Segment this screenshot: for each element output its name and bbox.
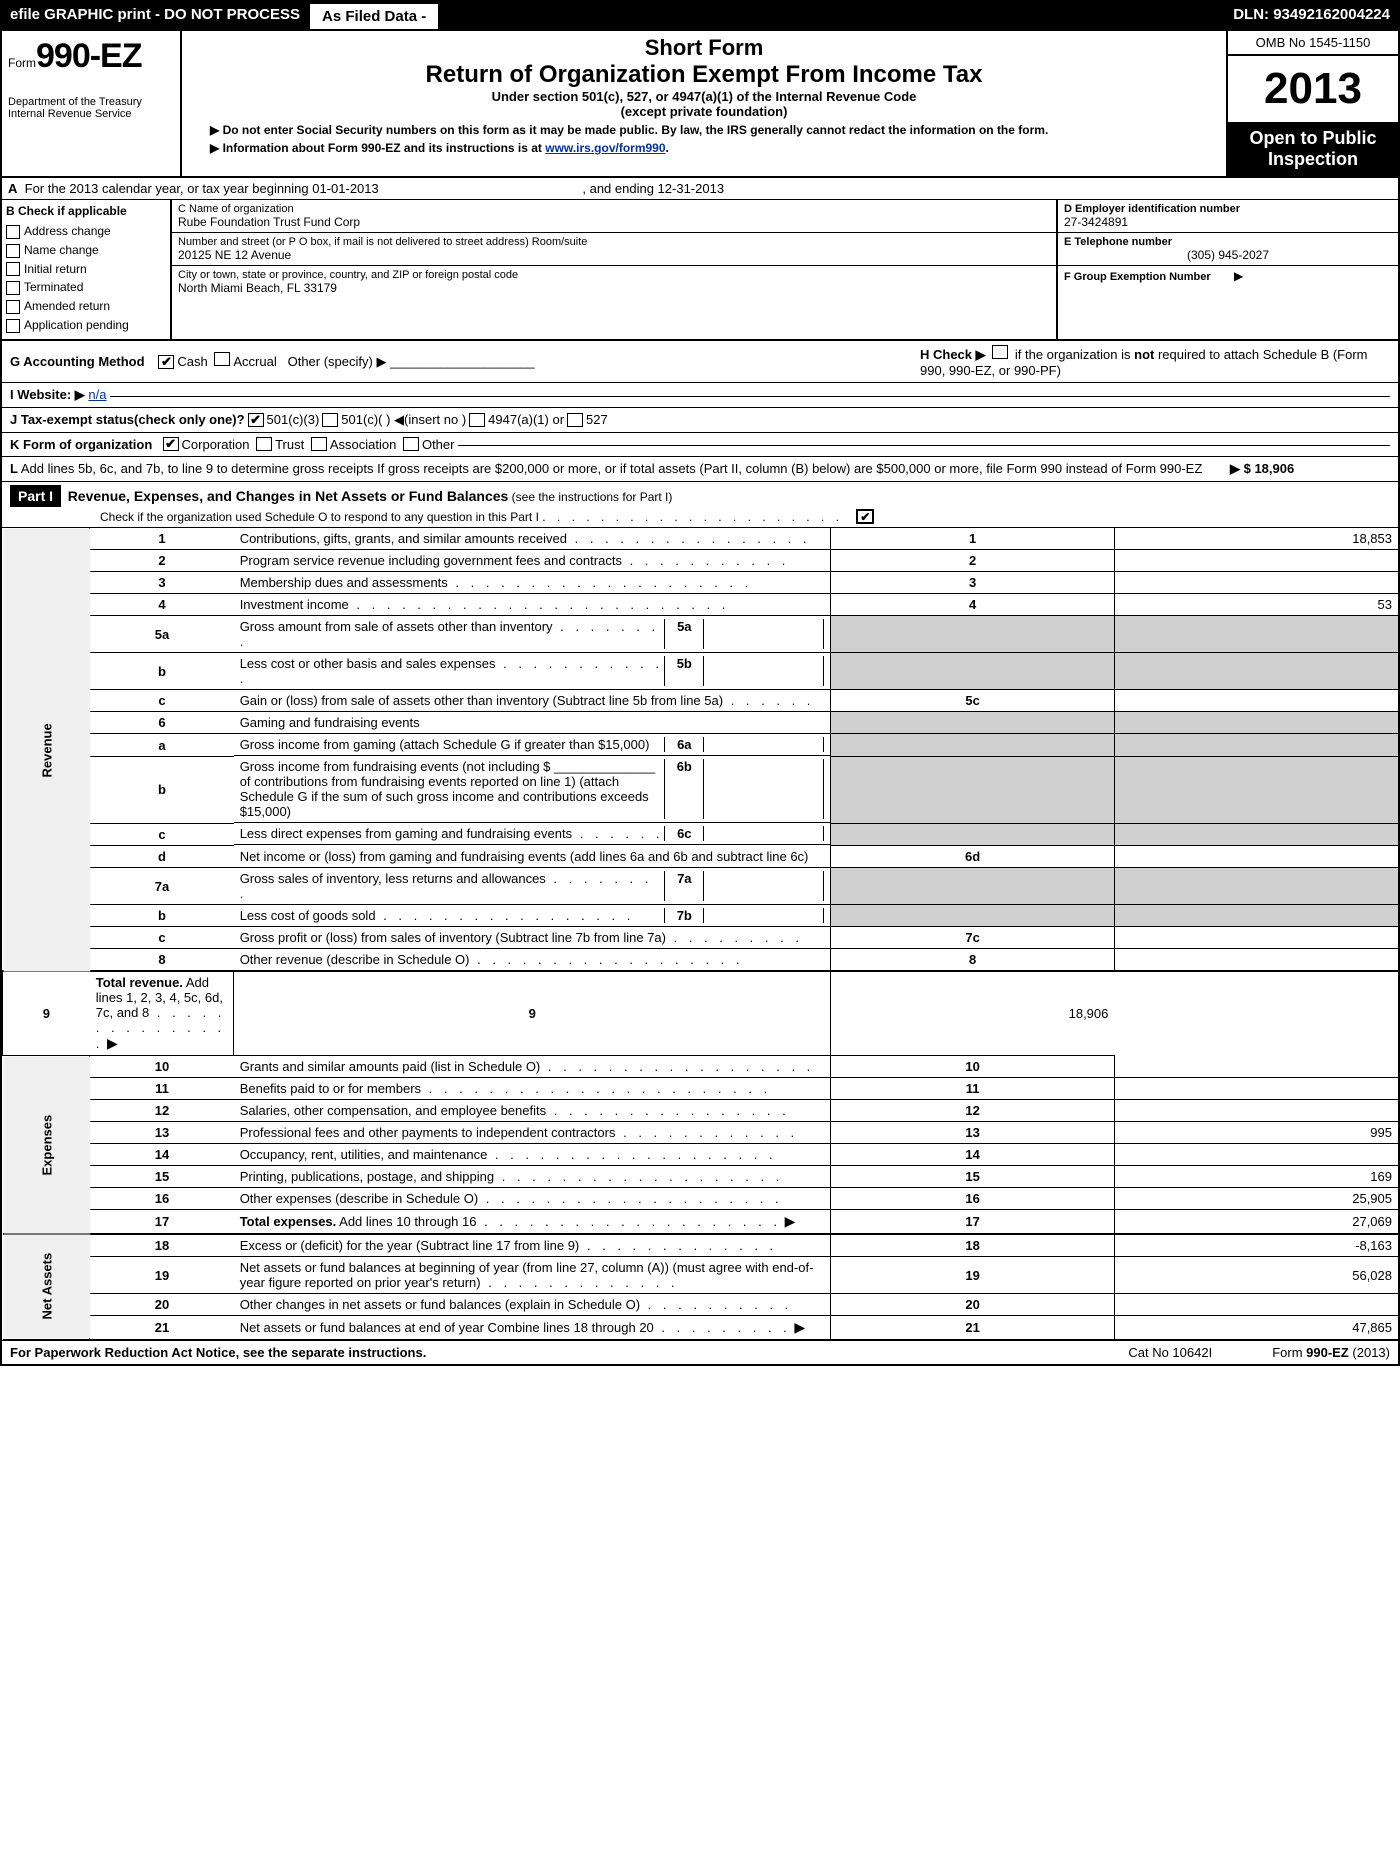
line-k: K Form of organization ✔Corporation Trus… [2, 433, 1398, 457]
form-990ez-page: efile GRAPHIC print - DO NOT PROCESS As … [0, 0, 1400, 1366]
chk-527[interactable] [567, 413, 583, 427]
ein-cell: D Employer identification number 27-3424… [1058, 200, 1398, 233]
chk-pending[interactable]: Application pending [6, 316, 166, 335]
line-g-h: G Accounting Method ✔Cash Accrual Other … [2, 341, 1398, 383]
tax-year: 2013 [1228, 56, 1398, 122]
chk-corp[interactable]: ✔ [163, 437, 179, 451]
footer-form: Form 990-EZ (2013) [1272, 1345, 1390, 1360]
line-i: I Website: ▶ n/a [2, 383, 1398, 408]
irs-link[interactable]: www.irs.gov/form990 [545, 141, 665, 155]
chk-cash[interactable]: ✔ [158, 355, 174, 369]
subtitle1: Under section 501(c), 527, or 4947(a)(1)… [190, 89, 1218, 104]
dept-irs: Internal Revenue Service [8, 108, 174, 120]
chk-terminated[interactable]: Terminated [6, 278, 166, 297]
chk-address-change[interactable]: Address change [6, 222, 166, 241]
line-l: L Add lines 5b, 6c, and 7b, to line 9 to… [2, 457, 1398, 482]
footer-left: For Paperwork Reduction Act Notice, see … [10, 1345, 426, 1360]
val-line9: 18,906 [831, 971, 1115, 1056]
chk-name-change[interactable]: Name change [6, 241, 166, 260]
chk-schedule-b[interactable] [992, 345, 1008, 359]
line-j: J Tax-exempt status(check only one)? ✔50… [2, 408, 1398, 433]
header-right: OMB No 1545-1150 2013 Open to Public Ins… [1228, 31, 1398, 176]
form-prefix: Form [8, 56, 36, 70]
group-cell: F Group Exemption Number ▶ [1058, 266, 1398, 286]
website-link[interactable]: n/a [88, 387, 106, 402]
part1-table: Revenue 1 Contributions, gifts, grants, … [2, 528, 1398, 1341]
section-c: C Name of organization Rube Foundation T… [172, 200, 1058, 339]
val-line19: 56,028 [1114, 1257, 1398, 1294]
val-line18: -8,163 [1114, 1234, 1398, 1257]
val-line16: 25,905 [1114, 1188, 1398, 1210]
inspection-label: Open to Public Inspection [1228, 122, 1398, 176]
gross-receipts: ▶ $ 18,906 [1230, 461, 1390, 477]
side-netassets: Net Assets [3, 1234, 90, 1340]
header: Form990-EZ Department of the Treasury In… [2, 31, 1398, 178]
chk-schedule-o[interactable]: ✔ [856, 509, 874, 524]
chk-amended[interactable]: Amended return [6, 297, 166, 316]
chk-assoc[interactable] [311, 437, 327, 451]
dept-treasury: Department of the Treasury [8, 96, 174, 108]
org-name-cell: C Name of organization Rube Foundation T… [172, 200, 1056, 233]
omb-number: OMB No 1545-1150 [1228, 31, 1398, 56]
chk-trust[interactable] [256, 437, 272, 451]
section-b: B Check if applicable Address change Nam… [2, 200, 172, 339]
part1-title: Revenue, Expenses, and Changes in Net As… [68, 488, 509, 504]
efile-label: efile GRAPHIC print - DO NOT PROCESS [2, 2, 308, 31]
info-grid: B Check if applicable Address change Nam… [2, 200, 1398, 341]
chk-4947[interactable] [469, 413, 485, 427]
side-expenses: Expenses [3, 1056, 90, 1235]
subtitle2: (except private foundation) [190, 104, 1218, 119]
part1-header-row: Part I Revenue, Expenses, and Changes in… [2, 482, 1398, 528]
chk-accrual[interactable] [214, 352, 230, 366]
footer-cat: Cat No 10642I [1128, 1345, 1212, 1360]
header-left: Form990-EZ Department of the Treasury In… [2, 31, 182, 176]
top-bar: efile GRAPHIC print - DO NOT PROCESS As … [2, 2, 1398, 31]
note-ssn: ▶ Do not enter Social Security numbers o… [190, 123, 1218, 137]
val-line1: 18,853 [1114, 528, 1398, 550]
short-form: Short Form [190, 35, 1218, 61]
chk-501c3[interactable]: ✔ [248, 413, 264, 427]
dln-label: DLN: 93492162004224 [1225, 2, 1398, 31]
part1-label: Part I [10, 485, 61, 507]
val-line13: 995 [1114, 1122, 1398, 1144]
as-filed-label: As Filed Data - [308, 2, 440, 31]
chk-other-org[interactable] [403, 437, 419, 451]
val-line21: 47,865 [1114, 1316, 1398, 1340]
org-city-cell: City or town, state or province, country… [172, 266, 1056, 298]
val-line15: 169 [1114, 1166, 1398, 1188]
val-line17: 27,069 [1114, 1210, 1398, 1235]
main-title: Return of Organization Exempt From Incom… [190, 61, 1218, 89]
val-line4: 53 [1114, 593, 1398, 615]
form-number: 990-EZ [36, 37, 142, 75]
section-def: D Employer identification number 27-3424… [1058, 200, 1398, 339]
footer: For Paperwork Reduction Act Notice, see … [2, 1340, 1398, 1364]
side-revenue: Revenue [3, 528, 90, 972]
header-mid: Short Form Return of Organization Exempt… [182, 31, 1228, 176]
org-addr-cell: Number and street (or P O box, if mail i… [172, 233, 1056, 266]
section-a: A For the 2013 calendar year, or tax yea… [2, 178, 1398, 200]
note-info: ▶ Information about Form 990-EZ and its … [190, 141, 1218, 155]
chk-initial-return[interactable]: Initial return [6, 260, 166, 279]
tel-cell: E Telephone number (305) 945-2027 [1058, 233, 1398, 266]
chk-501c[interactable] [322, 413, 338, 427]
